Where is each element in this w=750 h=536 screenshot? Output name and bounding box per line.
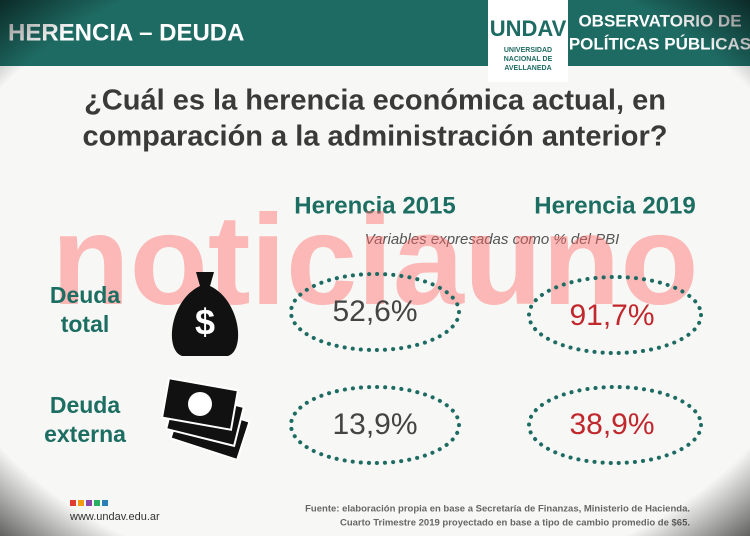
org: POLÍTICAS PÚBLICAS: [569, 34, 750, 53]
row-label: Deuda: [50, 282, 121, 308]
header-title: HERENCIA – DEUDA: [8, 19, 244, 46]
logo: UNDAV: [490, 16, 567, 41]
source: Cuarto Trimestre 2019 proyectado en base…: [340, 518, 690, 529]
question: comparación a la administración anterior…: [83, 121, 668, 153]
row-label: total: [61, 311, 110, 337]
logo-sub: AVELLANEDA: [504, 65, 551, 72]
row-label: externa: [44, 421, 126, 447]
value-2019: 38,9%: [569, 408, 654, 441]
color-squares: [70, 500, 108, 506]
footer-url: www.undav.edu.ar: [69, 511, 160, 523]
question: ¿Cuál es la herencia económica actual, e…: [84, 85, 666, 117]
org: OBSERVATORIO DE: [578, 11, 741, 30]
row-label: Deuda: [50, 392, 121, 418]
value-2019: 91,7%: [569, 299, 654, 332]
svg-text:$: $: [195, 302, 215, 343]
value-2015: 52,6%: [332, 295, 417, 328]
logo-sub: UNIVERSIDAD: [504, 47, 552, 54]
value-2015: 13,9%: [332, 408, 417, 441]
source: Fuente: elaboración propia en base a Sec…: [305, 504, 690, 515]
logo-sub: NACIONAL DE: [504, 56, 553, 63]
